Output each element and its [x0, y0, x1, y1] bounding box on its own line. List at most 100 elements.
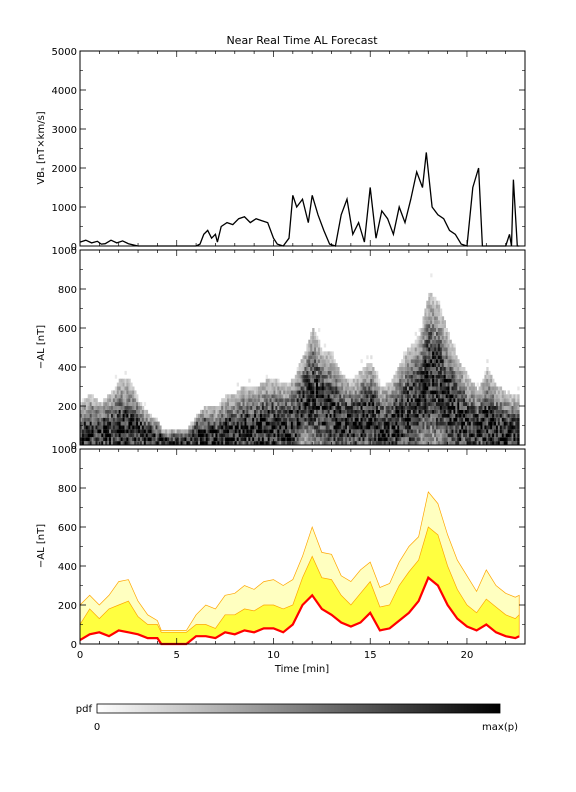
heatmap-cell — [490, 425, 493, 430]
heatmap-cell — [358, 417, 361, 422]
heatmap-cell — [250, 441, 253, 445]
heatmap-cell — [385, 398, 388, 403]
heatmap-cell — [258, 441, 261, 445]
heatmap-cell — [356, 378, 359, 383]
heatmap-cell — [416, 413, 419, 418]
heatmap-cell — [124, 437, 127, 442]
heatmap-cell — [467, 429, 470, 434]
heatmap-cell — [422, 328, 425, 332]
heatmap-cell — [379, 433, 383, 438]
heatmap-cell — [126, 437, 129, 442]
heatmap-cell — [358, 441, 361, 445]
heatmap-cell — [467, 409, 470, 414]
heatmap-cell — [321, 437, 325, 442]
heatmap-cell — [153, 417, 156, 422]
heatmap-cell — [424, 367, 427, 371]
heatmap-cell — [319, 413, 323, 418]
heatmap-cell — [358, 394, 361, 399]
heatmap-cell — [414, 331, 417, 336]
heatmap-cell — [281, 421, 284, 426]
heatmap-cell — [476, 413, 479, 418]
heatmap-cell — [252, 441, 255, 445]
heatmap-cell — [118, 390, 121, 395]
heatmap-cell — [492, 437, 495, 442]
heatmap-cell — [463, 402, 466, 406]
heatmap-cell — [248, 378, 251, 383]
heatmap-cell — [437, 433, 441, 438]
heatmap-cell — [89, 413, 92, 418]
heatmap-cell — [439, 425, 443, 430]
heatmap-cell — [378, 390, 381, 395]
colorbar-max-label: max(p) — [482, 722, 518, 733]
heatmap-cell — [356, 406, 359, 410]
heatmap-cell — [449, 394, 452, 399]
heatmap-cell — [378, 421, 381, 426]
heatmap-cell — [459, 367, 462, 371]
heatmap-cell — [236, 394, 239, 399]
heatmap-cell — [213, 441, 216, 445]
heatmap-cell — [366, 413, 369, 418]
heatmap-cell — [298, 363, 301, 367]
heatmap-cell — [461, 421, 464, 426]
heatmap-cell — [184, 437, 187, 442]
heatmap-cell — [412, 359, 416, 364]
heatmap-cell — [312, 335, 315, 340]
heatmap-cell — [238, 429, 241, 434]
heatmap-cell — [501, 406, 505, 410]
heatmap-cell — [410, 374, 414, 379]
heatmap-cell — [242, 402, 245, 406]
heatmap-cell — [93, 433, 96, 438]
heatmap-cell — [430, 324, 433, 328]
heatmap-cell — [426, 425, 429, 430]
heatmap-cell — [112, 390, 116, 395]
heatmap-cell — [449, 382, 452, 387]
heatmap-cell — [136, 417, 139, 422]
heatmap-cell — [474, 402, 477, 406]
heatmap-cell — [105, 421, 108, 426]
heatmap-cell — [85, 421, 89, 426]
heatmap-cell — [120, 378, 123, 383]
heatmap-cell — [439, 406, 443, 410]
heatmap-cell — [478, 406, 481, 410]
heatmap-cell — [379, 398, 383, 403]
heatmap-cell — [343, 398, 346, 403]
heatmap-cell — [296, 382, 299, 387]
heatmap-cell — [203, 425, 207, 430]
heatmap-cell — [422, 409, 425, 414]
heatmap-cell — [383, 406, 387, 410]
heatmap-cell — [492, 413, 495, 418]
heatmap-cell — [240, 429, 243, 434]
heatmap-cell — [426, 406, 429, 410]
heatmap-cell — [414, 386, 417, 391]
heatmap-cell — [405, 390, 408, 395]
heatmap-cell — [285, 409, 288, 414]
heatmap-cell — [263, 394, 267, 399]
heatmap-cell — [91, 413, 94, 418]
heatmap-cell — [461, 441, 464, 445]
heatmap-cell — [345, 413, 348, 418]
heatmap-cell — [103, 421, 106, 426]
heatmap-cell — [391, 409, 394, 414]
heatmap-cell — [488, 374, 491, 379]
heatmap-cell — [428, 339, 431, 344]
heatmap-cell — [174, 441, 178, 445]
heatmap-cell — [300, 425, 303, 430]
heatmap-cell — [130, 402, 133, 406]
heatmap-cell — [145, 433, 149, 438]
heatmap-cell — [333, 409, 336, 414]
heatmap-cell — [318, 328, 321, 332]
heatmap-cell — [408, 421, 412, 426]
heatmap-cell — [385, 402, 388, 406]
heatmap-cell — [420, 429, 423, 434]
heatmap-cell — [358, 378, 361, 383]
heatmap-cell — [393, 386, 396, 391]
heatmap-cell — [457, 378, 460, 383]
heatmap-cell — [107, 398, 110, 403]
heatmap-cell — [432, 316, 435, 321]
heatmap-cell — [279, 386, 282, 391]
heatmap-cell — [285, 382, 288, 387]
heatmap-cell — [356, 433, 359, 438]
heatmap-cell — [468, 441, 472, 445]
heatmap-cell — [304, 441, 307, 445]
heatmap-cell — [302, 363, 305, 367]
